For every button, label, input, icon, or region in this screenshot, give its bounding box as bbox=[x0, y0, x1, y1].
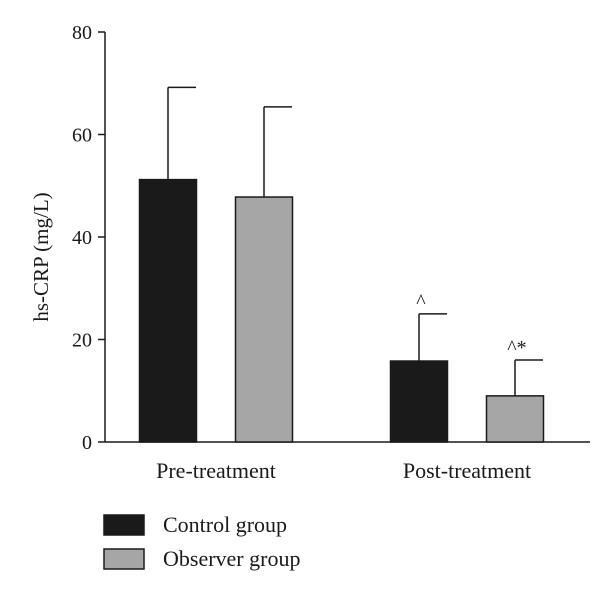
legend-swatch bbox=[103, 548, 145, 570]
x-tick-label: Post-treatment bbox=[403, 458, 531, 483]
bars: ^ ^* bbox=[138, 86, 545, 443]
y-tick-label: 40 bbox=[72, 227, 92, 249]
legend: Control group Observer group bbox=[103, 512, 300, 571]
y-tick-label: 60 bbox=[72, 125, 92, 147]
legend-swatch bbox=[103, 514, 145, 536]
legend-label: Observer group bbox=[163, 546, 300, 571]
y-tick-label: 20 bbox=[72, 330, 92, 352]
y-axis: 0 20 40 60 80 bbox=[72, 22, 106, 454]
significance-marker: ^ bbox=[416, 291, 426, 313]
x-tick-label: Pre-treatment bbox=[156, 458, 276, 483]
bar bbox=[485, 395, 545, 443]
bar bbox=[389, 360, 449, 443]
y-tick-label: 80 bbox=[72, 22, 92, 44]
y-axis-title: hs-CRP (mg/L) bbox=[29, 192, 53, 321]
y-tick-label: 0 bbox=[82, 432, 92, 454]
x-axis: Pre-treatment Post-treatment bbox=[105, 441, 590, 483]
bar bbox=[234, 196, 294, 443]
significance-marker: ^* bbox=[507, 337, 526, 359]
legend-label: Control group bbox=[163, 512, 287, 537]
bar bbox=[138, 178, 198, 443]
